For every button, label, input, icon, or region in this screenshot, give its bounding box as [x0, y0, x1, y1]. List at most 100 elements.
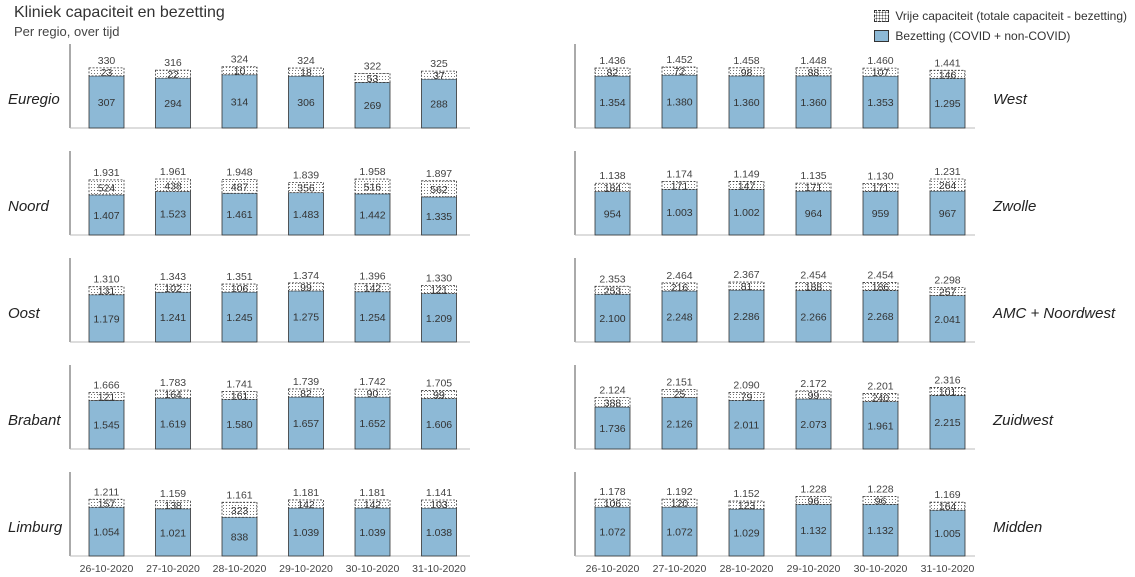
data-label-total: 1.448 [800, 55, 826, 67]
legend-swatch-occupied [874, 30, 890, 42]
bar-occupied [862, 401, 899, 450]
data-label-free: 142 [297, 499, 315, 511]
legend-swatch-free [874, 10, 890, 22]
data-label-total: 1.948 [226, 166, 252, 178]
bar-occupied [421, 398, 457, 450]
data-label-total: 1.130 [867, 170, 893, 182]
data-label-occupied: 1.241 [160, 312, 186, 324]
data-label-total: 1.228 [867, 483, 893, 495]
data-label-occupied: 2.286 [733, 311, 759, 323]
bar-occupied [795, 75, 832, 129]
data-label-occupied: 1.736 [599, 423, 625, 435]
data-label-free: 184 [604, 182, 622, 194]
data-label-occupied: 967 [939, 208, 957, 220]
bar-occupied [929, 295, 966, 343]
data-label-occupied: 1.354 [599, 97, 625, 109]
chart-title: Kliniek capaciteit en bezetting [14, 4, 225, 21]
x-tick-label: 30-10-2020 [346, 563, 400, 575]
bar-occupied [221, 291, 258, 343]
data-label-occupied: 2.041 [934, 314, 960, 326]
data-label-occupied: 306 [297, 97, 315, 109]
data-label-total: 1.441 [934, 57, 960, 69]
data-label-total: 2.090 [733, 379, 759, 391]
data-label-free: 131 [98, 286, 116, 298]
data-label-total: 324 [297, 55, 315, 67]
data-label-occupied: 1.021 [160, 527, 186, 539]
data-label-total: 1.742 [359, 376, 385, 388]
bar-free [421, 180, 457, 198]
bar-occupied [354, 291, 391, 343]
bar-free [354, 283, 391, 293]
data-label-free: 161 [231, 390, 249, 402]
data-label-free: 142 [364, 499, 382, 511]
data-label-occupied: 2.268 [867, 311, 893, 323]
data-label-occupied: 1.407 [93, 210, 119, 222]
data-label-total: 325 [430, 58, 448, 70]
bar-free [728, 500, 765, 510]
data-label-free: 79 [741, 391, 753, 403]
region-label: Oost [8, 305, 41, 322]
data-label-free: 171 [805, 182, 823, 194]
data-label-free: 171 [872, 182, 890, 194]
bar-free [88, 67, 125, 77]
data-label-total: 2.464 [666, 270, 692, 282]
bar-free [88, 286, 125, 296]
bar-free [221, 178, 258, 194]
bar-free [661, 66, 698, 76]
bar-free [288, 182, 324, 194]
data-label-occupied: 1.961 [867, 420, 893, 432]
data-label-free: 81 [741, 281, 753, 293]
data-label-free: 323 [231, 505, 249, 517]
bar-free [594, 182, 631, 193]
bar-free [862, 282, 899, 291]
bar-occupied [288, 75, 324, 129]
chart-subtitle: Per regio, over tijd [14, 24, 120, 39]
bar-occupied [795, 290, 832, 343]
bar-occupied [929, 395, 966, 450]
data-label-occupied: 1.132 [867, 525, 893, 537]
region-label: Limburg [8, 519, 63, 536]
data-label-occupied: 1.442 [359, 209, 385, 221]
bar-free [354, 499, 391, 509]
data-label-free: 82 [607, 67, 619, 79]
bar-free [354, 178, 391, 195]
data-label-free: 98 [741, 67, 753, 79]
bar-free [155, 500, 191, 510]
data-label-occupied: 2.073 [800, 419, 826, 431]
bar-free [929, 287, 966, 297]
data-label-free: 96 [808, 495, 820, 507]
bar-free [221, 66, 258, 76]
bar-occupied [221, 74, 258, 129]
bar-free [288, 499, 324, 509]
x-tick-label: 29-10-2020 [787, 563, 841, 575]
data-label-free: 101 [939, 386, 957, 398]
bar-occupied [862, 503, 899, 557]
data-label-occupied: 1.380 [666, 97, 692, 109]
data-label-total: 1.228 [800, 483, 826, 495]
bar-free [862, 393, 899, 402]
data-label-occupied: 1.038 [426, 527, 452, 539]
data-label-total: 2.353 [599, 273, 625, 285]
bar-free [929, 69, 966, 79]
data-label-free: 524 [98, 182, 116, 194]
data-label-occupied: 959 [872, 208, 890, 220]
bar-occupied [421, 293, 457, 343]
data-label-occupied: 1.209 [426, 313, 452, 325]
legend: Vrije capaciteit (totale capaciteit - be… [874, 6, 1127, 46]
legend-label-occupied: Bezetting (COVID + non-COVID) [895, 29, 1071, 43]
legend-label-free: Vrije capaciteit (totale capaciteit - be… [895, 9, 1127, 23]
data-label-occupied: 1.275 [293, 311, 319, 323]
data-label-total: 2.367 [733, 269, 759, 281]
data-label-occupied: 1.072 [599, 527, 625, 539]
data-label-occupied: 1.580 [226, 419, 252, 431]
bar-occupied [661, 74, 698, 129]
data-label-free: 142 [364, 283, 382, 295]
region-label: Zwolle [992, 198, 1036, 215]
bar-occupied [421, 78, 457, 129]
legend-item-free: Vrije capaciteit (totale capaciteit - be… [874, 6, 1127, 26]
data-label-total: 2.454 [800, 270, 826, 282]
bar-free [421, 390, 457, 399]
bar-free [929, 387, 966, 396]
bar-occupied [862, 290, 899, 343]
region-label: West [993, 91, 1028, 108]
